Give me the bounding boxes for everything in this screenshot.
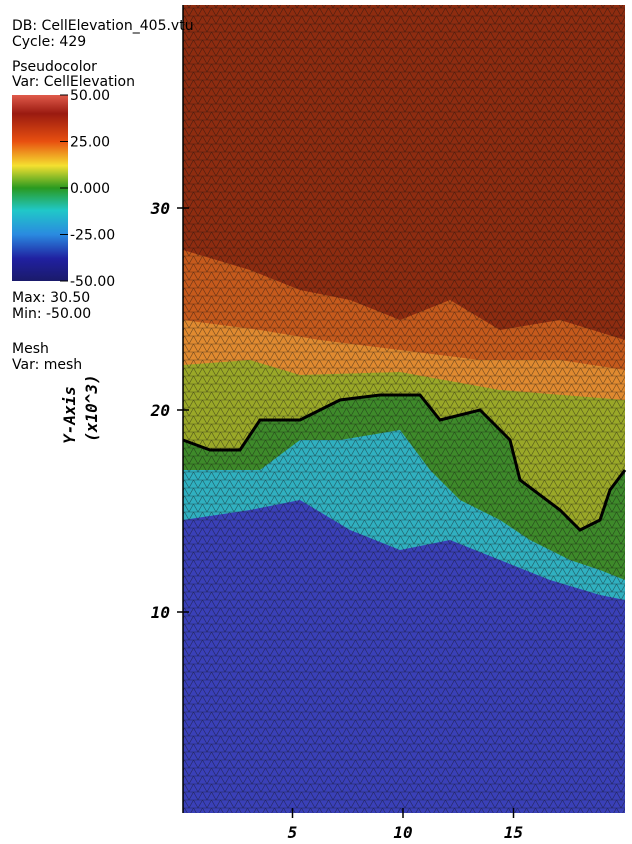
min-label: Min: -50.00 bbox=[12, 306, 91, 322]
field bbox=[182, 5, 627, 813]
colorbar-label: -25.00 bbox=[70, 228, 115, 244]
max-label: Max: 30.50 bbox=[12, 290, 90, 306]
y-tick-label: 10 bbox=[151, 603, 170, 622]
colorbar-label: 0.000 bbox=[70, 181, 110, 197]
plot-name: Pseudocolor bbox=[12, 59, 97, 75]
colorbar-label: 50.00 bbox=[70, 88, 110, 104]
mesh-var: Var: mesh bbox=[12, 357, 82, 373]
x-tick-label: 10 bbox=[393, 823, 412, 842]
colorbar-label: -50.00 bbox=[70, 274, 115, 290]
y-tick-label: 20 bbox=[150, 401, 170, 420]
colorbar-label: 25.00 bbox=[70, 135, 110, 151]
x-tick-label: 5 bbox=[288, 823, 298, 842]
db-label: DB: CellElevation_405.vtu bbox=[12, 18, 194, 34]
cycle-label: Cycle: 429 bbox=[12, 34, 86, 50]
mesh-name: Mesh bbox=[12, 341, 49, 357]
colorbar bbox=[12, 95, 68, 281]
x-tick-label: 15 bbox=[504, 823, 523, 842]
plot-var: Var: CellElevation bbox=[12, 74, 135, 90]
y-tick-label: 30 bbox=[150, 199, 170, 218]
y-axis-units: (x10^3) bbox=[82, 374, 101, 441]
y-axis-title: Y-Axis bbox=[60, 386, 79, 444]
